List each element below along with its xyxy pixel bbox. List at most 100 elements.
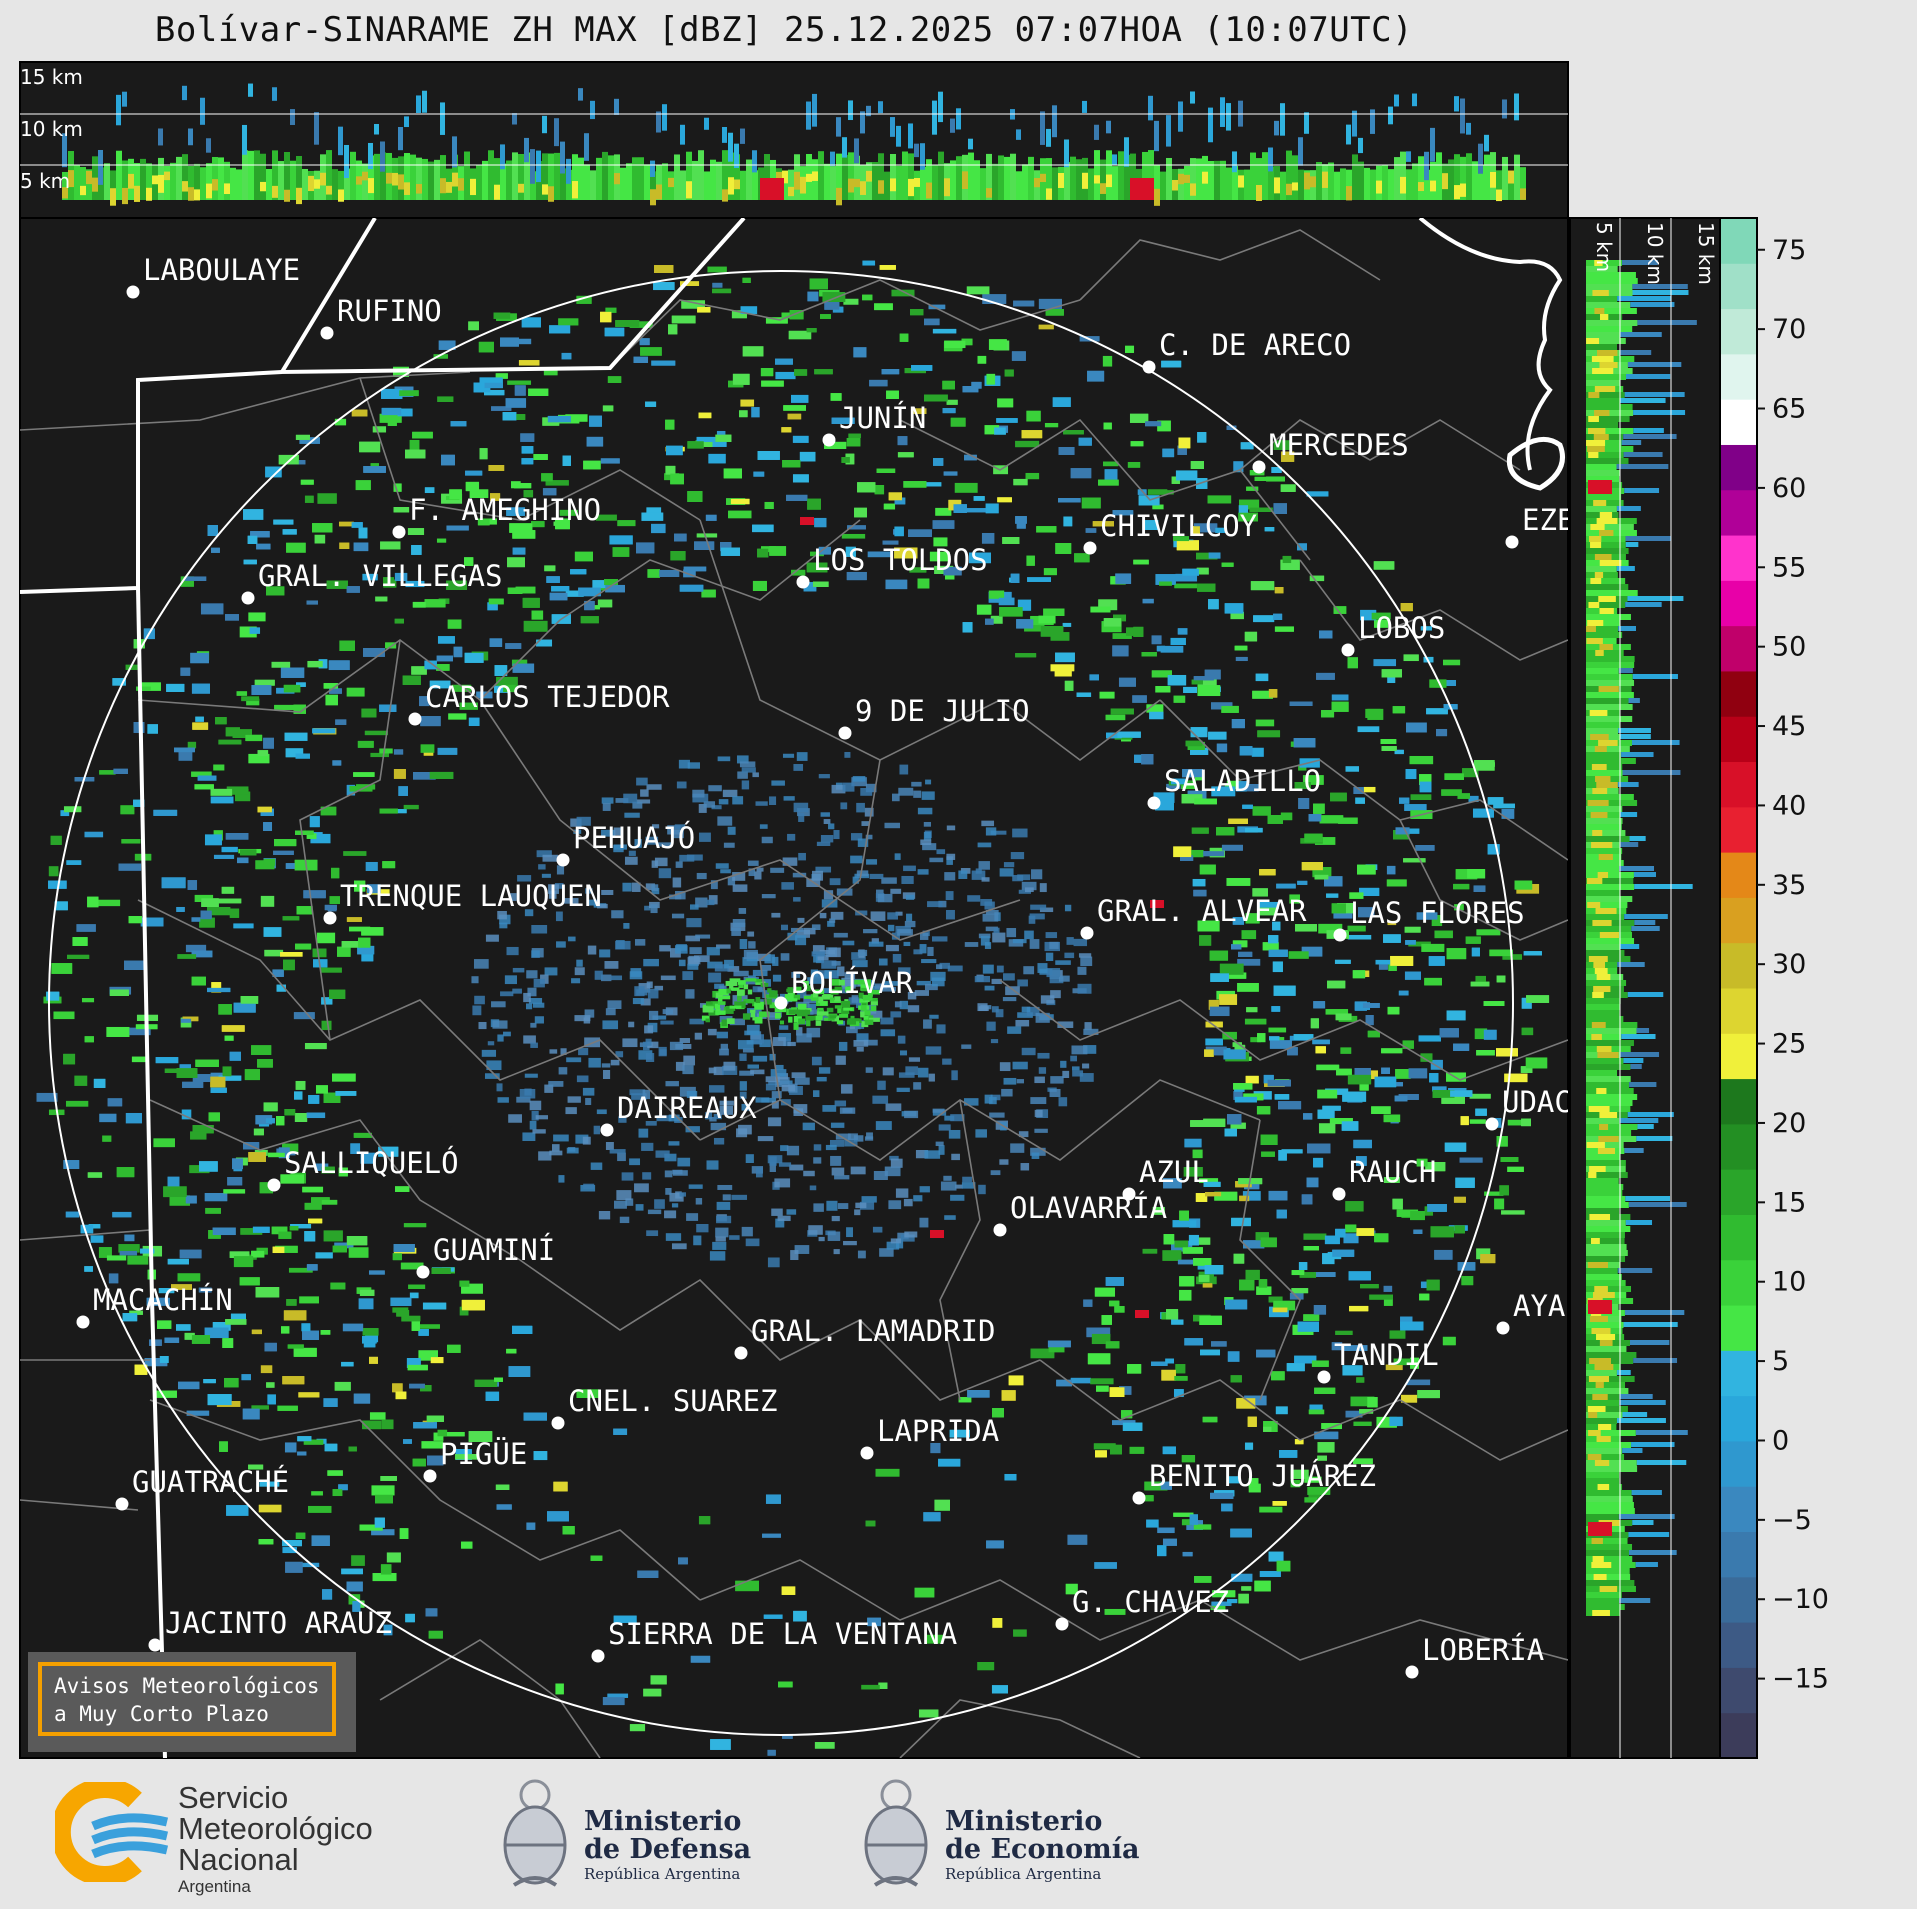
city-marker: TRENQUE LAUQUEN [323,879,602,925]
economia-coat-of-arms-icon [864,1779,928,1887]
district-boundary [1039,1359,1568,1461]
district-boundary [20,1229,151,1241]
city-dot-icon [126,285,140,299]
top-label-15km: 15 km [20,65,83,89]
defensa-logo-text: Ministerio de Defensa República Argentin… [584,1808,751,1884]
city-marker: EZE [1505,503,1568,549]
city-marker: OLAVARRÍA [993,1191,1167,1237]
city-marker: F. AMEGHINO [392,493,601,539]
city-label: C. DE ARECO [1159,328,1351,362]
city-dot-icon [1505,535,1519,549]
colorbar-tick-label: 65 [1772,394,1806,425]
city-label: LOS TOLDOS [813,543,988,577]
city-label: AZUL [1139,1155,1209,1189]
city-marker: 9 DE JULIO [838,694,1030,740]
city-marker: LOS TOLDOS [796,543,988,589]
colorbar-tick-label: 30 [1772,949,1806,980]
city-label: PIGÜE [440,1437,527,1471]
colorbar-tick-label: 10 [1772,1267,1806,1298]
city-dot-icon [1080,926,1094,940]
side-label-10km: 10 km [1643,222,1667,285]
city-marker: JUNÍN [822,401,926,447]
city-dot-icon [838,726,852,740]
city-marker: LABOULAYE [126,253,300,299]
city-dot-icon [115,1497,129,1511]
city-dot-icon [1122,1187,1136,1201]
avisos-line1: Avisos Meteorológicos [54,1674,320,1698]
district-boundary [379,1639,601,1758]
colorbar-tick-label: 15 [1772,1187,1806,1218]
city-marker: LAS FLORES [1333,896,1525,942]
city-dot-icon [600,1123,614,1137]
city-dot-icon [320,326,334,340]
colorbar-swatch [1720,988,1757,1034]
city-dot-icon [76,1315,90,1329]
colorbar-swatch [1720,1667,1757,1714]
city-marker: JACINTO ARAUZ [148,1606,392,1652]
colorbar-swatch [1720,852,1757,898]
city-marker: SIERRA DE LA VENTANA [591,1617,957,1663]
city-dot-icon [556,853,570,867]
district-boundary [1239,419,1521,471]
city-dot-icon [408,712,422,726]
economia-logo-text: Ministerio de Economía República Argenti… [945,1808,1139,1884]
colorbar-swatch [1720,1486,1757,1533]
side-height-panel: 5 km 10 km 15 km [1569,217,1721,1759]
colorbar-swatch [1720,1395,1757,1442]
city-label: RAUCH [1349,1155,1436,1189]
colorbar-swatch [1720,580,1757,627]
city-dot-icon [1485,1117,1499,1131]
city-dot-icon [1332,1187,1346,1201]
district-boundary [609,279,1081,369]
avisos-box[interactable]: Avisos Meteorológicos a Muy Corto Plazo [28,1652,356,1752]
colorbar-swatch [1720,716,1757,763]
colorbar-tick-label: 50 [1772,632,1806,663]
city-label: GUAMINÍ [433,1233,555,1267]
district-boundary [1399,819,1568,941]
city-label: AYA [1513,1289,1565,1323]
city-dot-icon [551,1416,565,1430]
economia-l2: de Economía [945,1834,1140,1865]
smn-l3: Nacional [178,1842,299,1877]
avisos-link[interactable]: Avisos Meteorológicos a Muy Corto Plazo [38,1662,336,1736]
colorbar-swatch [1720,942,1757,989]
city-marker: G. CHAVEZ [1055,1585,1229,1631]
district-boundary [149,1099,521,1261]
top-height-panel: 15 km 10 km 5 km [19,61,1569,219]
colorbar-swatch [1720,1531,1757,1578]
city-marker: PIGÜE [423,1437,527,1483]
district-boundary [20,371,471,431]
city-marker: C. DE ARECO [1142,328,1351,374]
district-boundary [479,699,1021,941]
colorbar-swatch [1720,1033,1757,1080]
colorbar-tick-label: 60 [1772,473,1806,504]
colorbar-tick-label: 35 [1772,870,1806,901]
city-label: JACINTO ARAUZ [165,1606,392,1640]
city-dot-icon [148,1638,162,1652]
city-label: GUATRACHÉ [132,1465,289,1499]
city-label: GRAL. LAMADRID [751,1314,995,1348]
colorbar-swatch [1720,1259,1757,1306]
district-boundary [1239,1119,1301,1401]
colorbar-swatch [1720,308,1757,355]
district-boundary [137,899,701,1141]
colorbar-swatch [1720,444,1757,491]
smn-l1: Servicio [178,1780,289,1815]
city-label: TRENQUE LAUQUEN [340,879,602,913]
city-label: RUFINO [337,294,442,328]
colorbar-swatch [1720,1123,1757,1170]
colorbar-tick-label: −10 [1772,1584,1829,1615]
city-label: SALADILLO [1164,764,1321,798]
city-dot-icon [423,1469,437,1483]
city-marker: RUFINO [320,294,442,340]
city-label: SIERRA DE LA VENTANA [608,1617,957,1651]
city-label: MERCEDES [1269,428,1409,462]
city-dot-icon [822,433,836,447]
city-dot-icon [1147,796,1161,810]
city-label: LAS FLORES [1350,896,1525,930]
city-dot-icon [993,1223,1007,1237]
side-label-5km: 5 km [1592,222,1616,272]
city-dot-icon [241,591,255,605]
